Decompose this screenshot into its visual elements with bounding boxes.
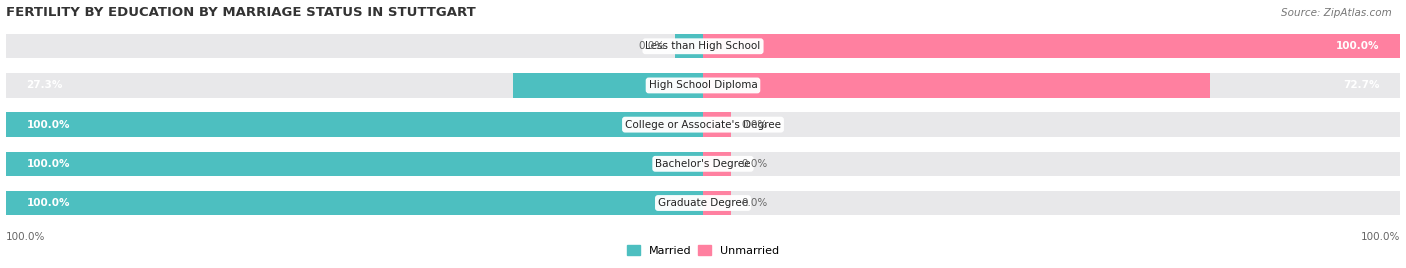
Text: Graduate Degree: Graduate Degree: [658, 198, 748, 208]
Bar: [703, 34, 1400, 58]
Legend: Married, Unmarried: Married, Unmarried: [621, 240, 785, 260]
Bar: [6, 34, 703, 58]
Bar: [6, 152, 703, 176]
Text: 27.3%: 27.3%: [27, 80, 63, 90]
Bar: [703, 73, 1400, 98]
Text: Source: ZipAtlas.com: Source: ZipAtlas.com: [1281, 8, 1392, 18]
Bar: [6, 113, 703, 137]
Bar: [703, 34, 1400, 58]
Bar: [703, 73, 1211, 98]
Bar: [675, 34, 703, 58]
Text: FERTILITY BY EDUCATION BY MARRIAGE STATUS IN STUTTGART: FERTILITY BY EDUCATION BY MARRIAGE STATU…: [6, 6, 475, 18]
Bar: [703, 113, 731, 137]
Bar: [6, 73, 703, 98]
Text: 100.0%: 100.0%: [1336, 41, 1379, 51]
Text: Less than High School: Less than High School: [645, 41, 761, 51]
Bar: [6, 152, 703, 176]
Bar: [703, 113, 1400, 137]
Text: 100.0%: 100.0%: [1361, 232, 1400, 242]
Text: 0.0%: 0.0%: [741, 120, 768, 130]
Text: 0.0%: 0.0%: [741, 198, 768, 208]
Bar: [703, 152, 731, 176]
Bar: [6, 191, 703, 215]
Text: College or Associate's Degree: College or Associate's Degree: [626, 120, 780, 130]
Text: Bachelor's Degree: Bachelor's Degree: [655, 159, 751, 169]
Text: 100.0%: 100.0%: [27, 159, 70, 169]
Bar: [6, 191, 703, 215]
Text: 0.0%: 0.0%: [638, 41, 665, 51]
Bar: [6, 113, 703, 137]
Bar: [513, 73, 703, 98]
Bar: [703, 152, 1400, 176]
Text: High School Diploma: High School Diploma: [648, 80, 758, 90]
Text: 72.7%: 72.7%: [1343, 80, 1379, 90]
Text: 100.0%: 100.0%: [27, 120, 70, 130]
Text: 100.0%: 100.0%: [6, 232, 45, 242]
Bar: [703, 191, 1400, 215]
Text: 0.0%: 0.0%: [741, 159, 768, 169]
Text: 100.0%: 100.0%: [27, 198, 70, 208]
Bar: [703, 191, 731, 215]
